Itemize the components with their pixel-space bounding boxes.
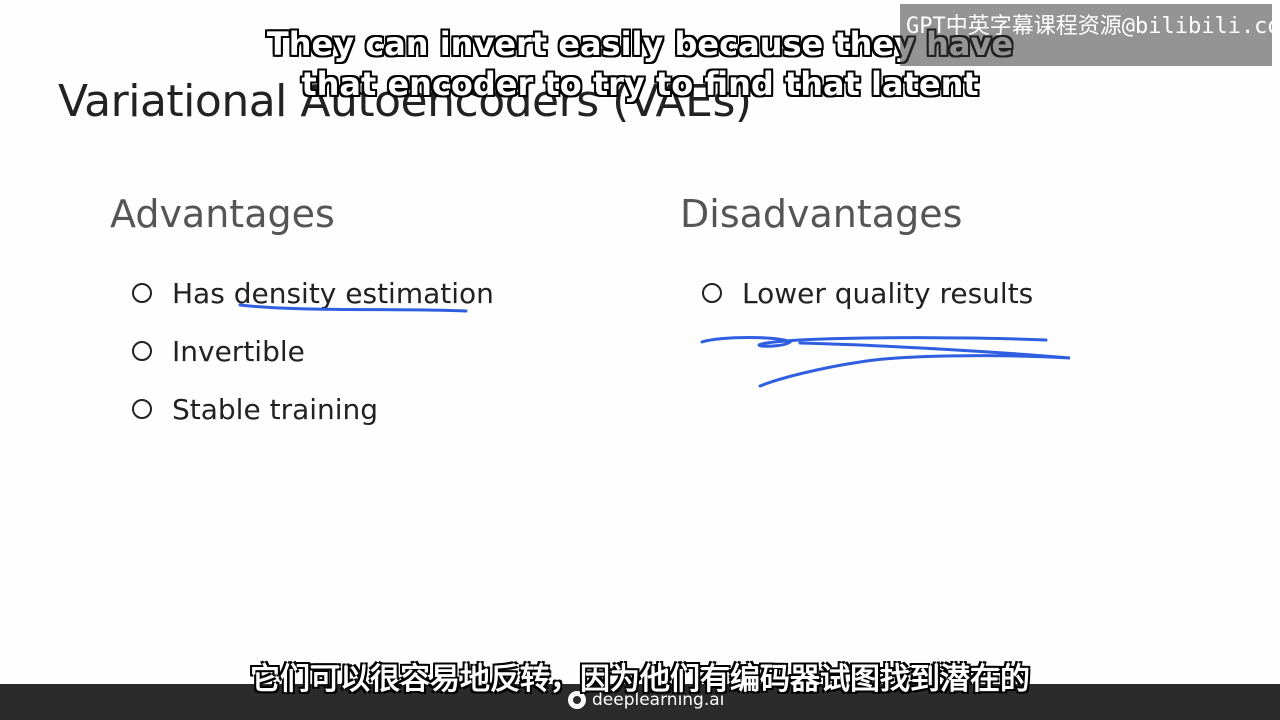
bullet-text: Stable training xyxy=(172,392,379,426)
bullet-circle-icon xyxy=(132,283,152,303)
bullet-circle-icon xyxy=(702,283,722,303)
chinese-subtitle: 它们可以很容易地反转，因为他们有编码器试图找到潜在的 xyxy=(250,662,1030,697)
advantages-list: Has density estimation Invertible Stable… xyxy=(132,264,494,438)
scribble-annotation xyxy=(700,336,1071,388)
watermark: GPT中英字幕课程资源@bilibili.com xyxy=(900,4,1280,66)
list-item: Has density estimation xyxy=(132,264,494,322)
bullet-text: Invertible xyxy=(172,334,305,368)
bullet-circle-icon xyxy=(132,341,152,361)
disadvantages-heading: Disadvantages xyxy=(680,192,963,236)
list-item: Stable training xyxy=(132,380,494,438)
english-subtitle: They can invert easily because they have… xyxy=(266,25,1014,103)
bullet-text: Has density estimation xyxy=(172,276,494,310)
bullet-text: Lower quality results xyxy=(742,276,1034,310)
bullet-circle-icon xyxy=(132,399,152,419)
slide-title: Variational Autoencoders (VAEs) xyxy=(58,76,752,127)
list-item: Invertible xyxy=(132,322,494,380)
list-item: Lower quality results xyxy=(702,264,1033,322)
brand-text: deeplearning.ai xyxy=(592,690,725,710)
deeplearning-logo-icon xyxy=(568,691,586,709)
advantages-heading: Advantages xyxy=(110,192,335,236)
brand-logo: deeplearning.ai xyxy=(568,690,724,710)
disadvantages-list: Lower quality results xyxy=(702,264,1033,322)
bottom-bar xyxy=(0,684,1280,720)
